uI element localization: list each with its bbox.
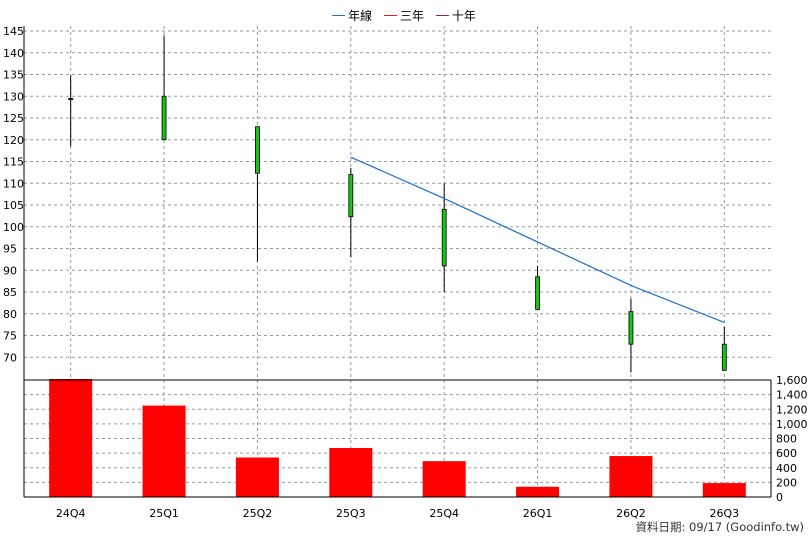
x-tick-label: 25Q1	[149, 507, 179, 520]
price-tick-label: 125	[3, 112, 24, 125]
chart-legend: 年線 三年 十年	[0, 5, 808, 24]
price-tick-label: 90	[3, 264, 17, 277]
price-tick-label: 75	[3, 330, 17, 343]
annual-average-line	[350, 156, 725, 324]
x-tick-label: 25Q4	[429, 507, 459, 520]
volume-tick-label: 1,000	[776, 418, 808, 431]
volume-tick-label: 600	[776, 447, 797, 460]
price-tick-label: 100	[3, 221, 24, 234]
candle-body	[161, 95, 167, 141]
price-tick-label: 110	[3, 177, 24, 190]
price-tick-label: 105	[3, 199, 24, 212]
candle-body	[68, 98, 74, 101]
price-tick-label: 115	[3, 156, 24, 169]
volume-bar	[422, 461, 466, 497]
candle-body	[441, 208, 447, 267]
legend-swatch-three-year	[383, 15, 397, 16]
price-tick-label: 135	[3, 69, 24, 82]
candle-body	[721, 343, 727, 371]
price-tick-label: 140	[3, 47, 24, 60]
volume-tick-label: 200	[776, 476, 797, 489]
volume-bar	[702, 483, 746, 497]
volume-bar	[516, 486, 560, 497]
legend-label-three-year: 三年	[399, 9, 424, 23]
price-tick-label: 80	[3, 308, 17, 321]
volume-tick-label: 400	[776, 462, 797, 475]
volume-bar	[609, 456, 653, 497]
price-tick-label: 85	[3, 286, 17, 299]
volume-tick-label: 0	[776, 491, 783, 504]
candle-body	[348, 174, 354, 218]
x-tick-label: 24Q4	[56, 507, 86, 520]
legend-label-ten-year: 十年	[451, 9, 476, 23]
x-tick-label: 25Q3	[336, 507, 366, 520]
price-tick-label: 130	[3, 90, 24, 103]
x-tick-label: 26Q3	[709, 507, 739, 520]
legend-item-ten-year: 十年	[435, 7, 476, 24]
volume-bar	[329, 448, 373, 497]
volume-tick-label: 1,400	[776, 389, 808, 402]
volume-tick-label: 800	[776, 433, 797, 446]
legend-item-three-year: 三年	[383, 7, 424, 24]
candle-body	[535, 276, 540, 310]
price-tick-label: 95	[3, 243, 17, 256]
legend-swatch-annual	[332, 15, 346, 16]
x-tick-label: 26Q1	[523, 507, 553, 520]
candle-body	[628, 311, 634, 345]
volume-tick-label: 1,600	[776, 374, 808, 387]
volume-bar	[49, 379, 93, 497]
legend-label-annual: 年線	[348, 9, 373, 23]
volume-bar	[142, 405, 186, 497]
x-tick-label: 26Q2	[616, 507, 646, 520]
price-tick-label: 145	[3, 25, 24, 38]
legend-swatch-ten-year	[435, 15, 449, 16]
x-tick-label: 25Q2	[243, 507, 273, 520]
data-date-note: 資料日期: 09/17 (Goodinfo.tw)	[635, 520, 804, 534]
price-tick-label: 70	[3, 351, 17, 364]
candle-body	[255, 126, 260, 174]
volume-bar	[235, 457, 279, 497]
volume-tick-label: 1,200	[776, 403, 808, 416]
price-tick-label: 120	[3, 134, 24, 147]
legend-item-annual: 年線	[332, 7, 372, 24]
